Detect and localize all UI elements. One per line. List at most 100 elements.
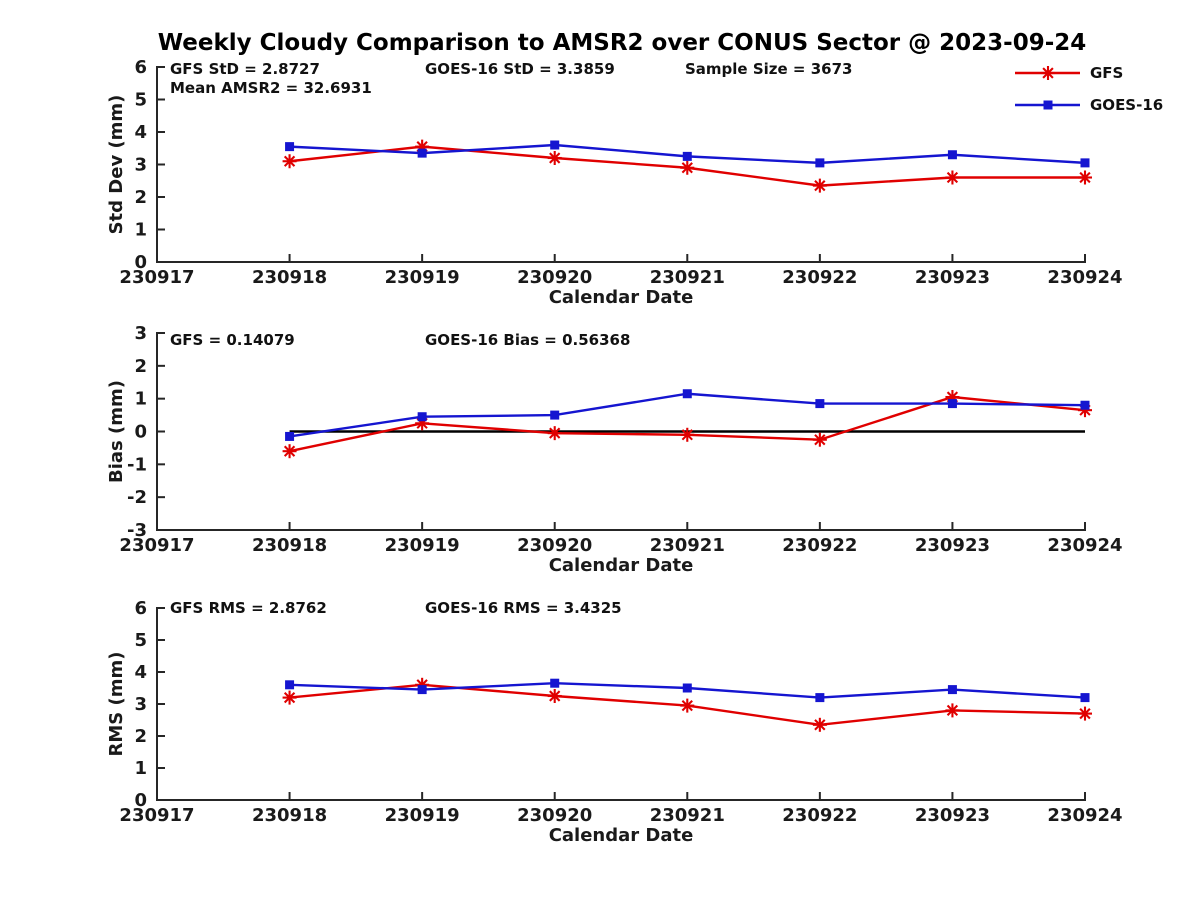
bias-ylabel: Bias (mm) [106,380,127,483]
stddev-annotation: Mean AMSR2 = 32.6931 [170,79,372,97]
bias-ytick: 1 [134,389,147,410]
stddev-ylabel: Std Dev (mm) [106,95,127,235]
legend-label: GOES-16 [1090,96,1163,114]
legend-item-gfs: GFS [1015,64,1123,82]
bias-xtick: 230918 [252,535,327,556]
bias-ytick: -1 [127,454,147,475]
stddev-goes-16-marker [285,142,295,152]
stddev-goes-16-marker [815,158,825,168]
rms-xtick: 230922 [782,805,857,826]
stddev-goes-16-marker [682,151,692,161]
stddev-annotation: GOES-16 StD = 3.3859 [425,60,615,78]
bias-chart: -3 -2 -1 0 1 2 3 230917 230918 230919 230920 230921… [106,323,1123,576]
bias-gfs-marker [547,426,562,441]
rms-ytick: 6 [134,598,147,619]
stddev-annotation: Sample Size = 3673 [685,60,852,78]
rms-annotation: GOES-16 RMS = 3.4325 [425,599,622,617]
rms-xtick: 230924 [1047,805,1122,826]
rms-goes-16-marker [947,685,957,695]
legend-item-goes-16: GOES-16 [1015,96,1163,114]
bias-gfs-line [289,395,1086,453]
bias-xtick: 230923 [915,535,990,556]
rms-gfs-marker [812,717,827,732]
rms-goes-16-marker [285,680,295,690]
rms-ytick: 4 [134,662,147,683]
bias-xlabel: Calendar Date [549,555,694,576]
rms-ytick: 2 [134,726,147,747]
stddev-xtick: 230924 [1047,267,1122,288]
stddev-gfs-marker [1078,170,1092,185]
bias-goes-16-marker [285,431,295,441]
bias-annotation: GFS = 0.14079 [170,331,295,349]
rms-ytick: 3 [134,694,147,715]
stddev-xtick: 230923 [915,267,990,288]
stddev-ytick: 3 [134,155,147,176]
rms-ytick: 5 [134,630,147,651]
bias-annotation: GOES-16 Bias = 0.56368 [425,331,630,349]
rms-goes-16-marker [550,678,560,688]
bias-goes-16-marker [417,412,427,422]
stddev-xlabel: Calendar Date [549,287,694,308]
stddev-ytick: 5 [134,90,147,111]
stddev-ytick: 0 [134,252,147,273]
bias-ytick: 3 [134,323,147,344]
figure-title: Weekly Cloudy Comparison to AMSR2 over C… [157,30,1087,56]
legend-gfs-marker [1041,66,1055,80]
stddev-gfs-marker [945,170,960,185]
bias-gfs-marker [812,432,827,447]
legend-goes-16-marker [1043,100,1053,110]
rms-chart: 0 1 2 3 4 5 6 230917 230918 230919 230920 230921 230… [106,598,1123,846]
bias-ytick: 2 [134,356,147,377]
stddev-xtick: 230920 [517,267,592,288]
bias-ytick: -2 [127,487,147,508]
rms-goes-16-marker [417,685,427,695]
stddev-xtick: 230918 [252,267,327,288]
rms-gfs-marker [547,689,562,703]
bias-xtick: 230919 [385,535,460,556]
rms-xlabel: Calendar Date [549,825,694,846]
stddev-xtick: 230917 [119,267,194,288]
rms-gfs-marker [680,698,695,713]
bias-goes-16-marker [815,399,825,409]
bias-goes-16-marker [947,399,957,409]
stddev-goes-16-marker [947,150,957,160]
stddev-xtick: 230921 [650,267,725,288]
rms-gfs-marker [282,690,297,705]
rms-annotation: GFS RMS = 2.8762 [170,599,327,617]
bias-gfs-marker [282,444,297,459]
stddev-gfs-marker [812,178,827,193]
rms-xtick: 230917 [119,805,194,826]
rms-xtick: 230918 [252,805,327,826]
stddev-gfs-marker [282,154,297,169]
rms-goes-16-marker [1080,693,1090,703]
bias-xtick: 230922 [782,535,857,556]
stddev-ytick: 2 [134,187,147,208]
stddev-chart: 0 1 2 3 4 5 6 230917 230918 230919 230920 230921 230… [106,57,1123,308]
rms-xtick: 230921 [650,805,725,826]
bias-goes-16-marker [550,410,560,420]
rms-xtick: 230923 [915,805,990,826]
bias-xtick: 230921 [650,535,725,556]
rms-goes-16-marker [815,693,825,703]
bias-gfs-marker [680,427,695,442]
rms-ytick: 1 [134,758,147,779]
stddev-goes-16-marker [1080,158,1090,168]
rms-ylabel: RMS (mm) [106,652,127,757]
bias-goes-16-marker [1080,400,1090,410]
stddev-gfs-marker [547,151,562,165]
stddev-gfs-marker [680,160,695,175]
stddev-annotation: GFS StD = 2.8727 [170,60,320,78]
rms-goes-16-marker [682,683,692,693]
rms-ytick: 0 [134,790,147,811]
stddev-ytick: 1 [134,220,147,241]
rms-gfs-marker [945,703,960,718]
bias-xtick: 230917 [119,535,194,556]
bias-ytick: -3 [127,520,147,541]
stddev-xtick: 230922 [782,267,857,288]
rms-xtick: 230919 [385,805,460,826]
stddev-goes-16-marker [550,140,560,150]
legend-label: GFS [1090,64,1123,82]
bias-xtick: 230924 [1047,535,1122,556]
rms-xtick: 230920 [517,805,592,826]
